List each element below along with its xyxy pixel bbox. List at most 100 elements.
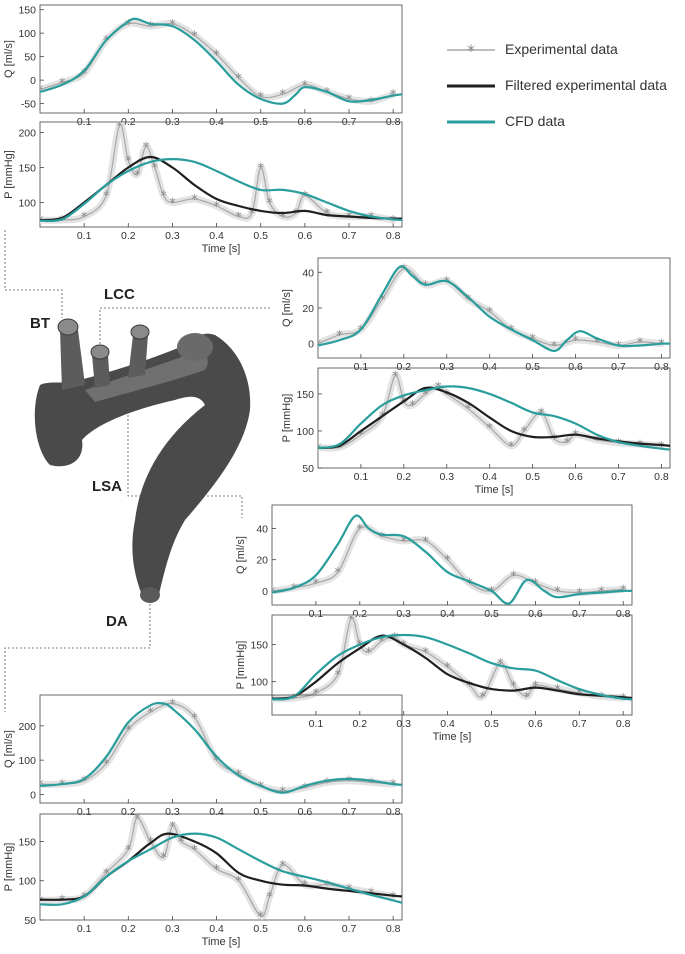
x-tick-label: 0.1 xyxy=(354,471,369,483)
aorta-highlight xyxy=(85,351,208,402)
experimental-point: * xyxy=(368,95,375,110)
experimental-point: * xyxy=(147,20,154,35)
y-tick-label: 200 xyxy=(18,721,36,733)
experimental-point: * xyxy=(346,211,353,226)
experimental-point: * xyxy=(379,410,386,425)
cfd-line xyxy=(40,832,402,906)
experimental-point: * xyxy=(444,388,451,403)
experimental-band xyxy=(40,700,397,795)
experimental-point: * xyxy=(160,851,167,866)
y-tick-label: 20 xyxy=(302,303,314,315)
experimental-point: * xyxy=(280,859,287,874)
y-tick-label: 0 xyxy=(308,339,314,351)
experimental-point: * xyxy=(390,778,397,793)
experimental-point: * xyxy=(594,434,601,449)
x-tick-label: 0.1 xyxy=(77,806,92,818)
series-layer: * * *************** * * * * xyxy=(40,812,402,925)
experimental-point: * xyxy=(379,635,386,650)
svg-text:*: * xyxy=(467,41,475,60)
x-tick-label: 0.6 xyxy=(298,230,313,242)
experimental-point: * xyxy=(213,863,220,878)
x-tick-label: 0.7 xyxy=(572,608,587,620)
x-tick-label: 0.2 xyxy=(397,471,412,483)
y-axis-label: Q [ml/s] xyxy=(3,40,15,78)
x-tick-label: 0.3 xyxy=(165,230,180,242)
experimental-point: * xyxy=(658,338,665,353)
x-tick-label: 0.2 xyxy=(121,230,136,242)
x-tick-label: 0.2 xyxy=(353,608,368,620)
experimental-point: * xyxy=(348,613,355,628)
experimental-point: * xyxy=(390,214,397,229)
experimental-point: * xyxy=(390,890,397,905)
x-tick-label: 0.8 xyxy=(386,230,401,242)
experimental-point: * xyxy=(257,910,264,925)
experimental-point: * xyxy=(523,690,530,705)
experimental-point: * xyxy=(125,843,132,858)
experimental-line xyxy=(272,526,624,594)
experimental-point: * xyxy=(235,72,242,87)
x-tick-label: 0.7 xyxy=(611,471,626,483)
x-tick-label: 0.3 xyxy=(165,806,180,818)
cfd-line xyxy=(272,514,632,605)
x-tick-label: 0.8 xyxy=(654,471,669,483)
experimental-point: * xyxy=(554,585,561,600)
y-axis-label: P [mmHg] xyxy=(281,394,293,443)
legend: * Experimental data Filtered experimenta… xyxy=(445,38,685,146)
series-layer: ***************** xyxy=(272,514,632,605)
plot-area xyxy=(271,504,633,606)
experimental-point: * xyxy=(508,440,515,455)
experimental-point: * xyxy=(401,395,408,410)
legend-symbol-cfd xyxy=(447,120,495,124)
experimental-band xyxy=(318,371,665,452)
experimental-point: * xyxy=(125,18,132,33)
x-tick-label: 0.3 xyxy=(439,471,454,483)
x-tick-label: 0.8 xyxy=(386,923,401,935)
cfd-line xyxy=(40,701,402,794)
series-layer: ********************** xyxy=(318,369,670,456)
series-layer: ***************** xyxy=(40,17,402,110)
x-tick-label: 0.1 xyxy=(309,718,324,730)
experimental-point: * xyxy=(249,207,256,222)
experimental-point: * xyxy=(134,812,141,827)
experimental-point: * xyxy=(615,437,622,452)
y-tick-label: 40 xyxy=(256,523,268,535)
experimental-point: * xyxy=(336,441,343,456)
experimental-point: * xyxy=(125,723,132,738)
label-bt: BT xyxy=(30,315,50,332)
aorta-geometry xyxy=(34,318,251,603)
experimental-point: * xyxy=(324,86,331,101)
experimental-line xyxy=(272,617,624,700)
experimental-point: * xyxy=(572,334,579,349)
da-outlet xyxy=(140,587,160,603)
experimental-point: * xyxy=(324,879,331,894)
y-tick-label: 150 xyxy=(296,389,314,401)
experimental-point: * xyxy=(235,211,242,226)
x-tick-label: 0.3 xyxy=(396,718,411,730)
experimental-point: * xyxy=(357,639,364,654)
experimental-point: * xyxy=(169,197,176,212)
experimental-point: * xyxy=(280,211,287,226)
label-da: DA xyxy=(106,613,128,630)
x-tick-label: 0.8 xyxy=(654,361,669,373)
x-tick-label: 0.6 xyxy=(528,608,543,620)
y-axis-label: P [mmHg] xyxy=(235,641,247,690)
connector-line xyxy=(127,395,243,518)
experimental-point: * xyxy=(59,894,66,909)
label-lsa: LSA xyxy=(92,478,122,495)
x-tick-label: 0.7 xyxy=(342,806,357,818)
y-tick-label: 150 xyxy=(18,836,36,848)
y-tick-label: 0 xyxy=(30,789,36,801)
experimental-line xyxy=(40,124,394,221)
experimental-point: * xyxy=(346,775,353,790)
experimental-point: * xyxy=(213,200,220,215)
experimental-point: * xyxy=(147,706,154,721)
plot-area xyxy=(39,4,403,114)
x-tick-label: 0.4 xyxy=(209,230,224,242)
experimental-point: * xyxy=(257,780,264,795)
experimental-point: * xyxy=(125,155,132,170)
x-tick-label: 0.7 xyxy=(342,230,357,242)
experimental-point: * xyxy=(357,522,364,537)
x-tick-label: 0.1 xyxy=(309,608,324,620)
